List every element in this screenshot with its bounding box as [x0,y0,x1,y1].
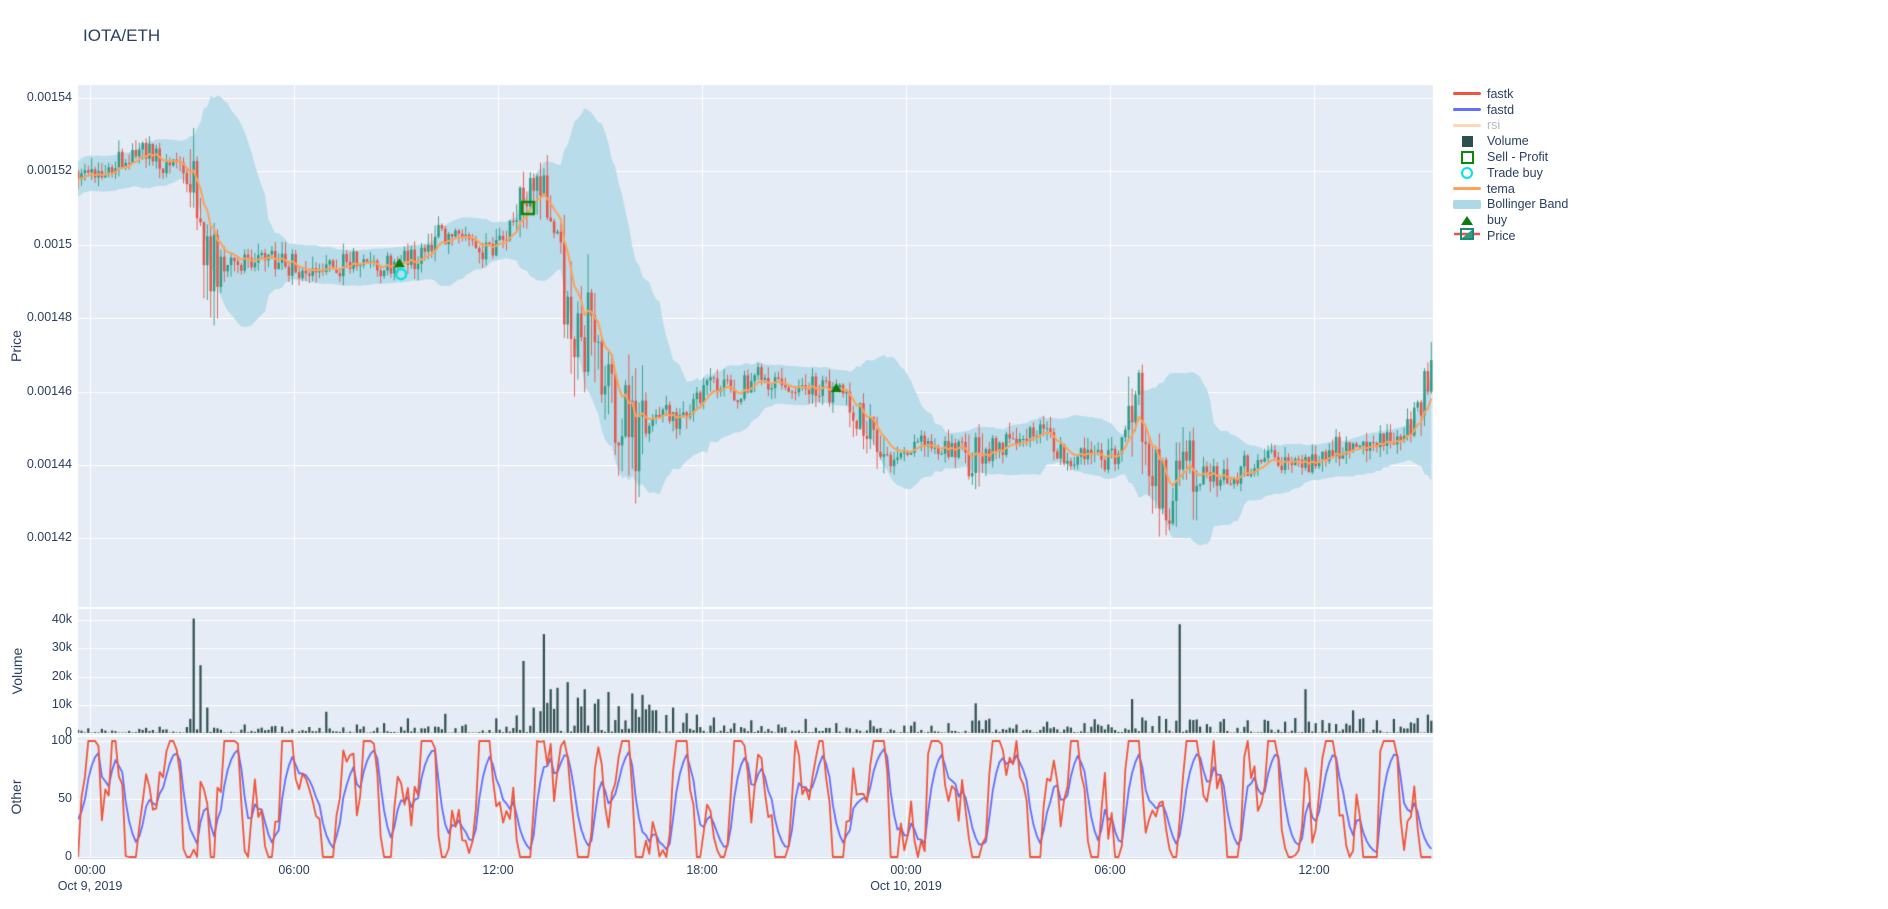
volume-tick-label: 0 [65,725,72,739]
volume-tick-label: 40k [51,612,72,626]
x-tick-label: 12:00 [1298,863,1330,877]
legend-item-label: Volume [1487,134,1529,149]
legend-item-label: fastd [1487,102,1515,117]
other-tick-label: 0 [65,849,72,863]
legend-item-label: fastk [1487,86,1514,101]
legend-item-tema[interactable]: tema [1452,181,1652,197]
legend-item-price[interactable]: Price [1452,227,1652,246]
legend-item-label: Trade buy [1487,165,1543,180]
x-tick-label: 00:00 [74,863,106,877]
x-tick-label: 12:00 [482,863,514,877]
line-legend-icon [1452,123,1482,127]
legend-item-buy[interactable]: buy [1452,212,1652,228]
x-tick-label: 06:00 [1094,863,1126,877]
legend-item-sell-profit[interactable]: Sell - Profit [1452,149,1652,165]
chart-title: IOTA/ETH [83,26,161,45]
other-tick-label: 50 [58,791,72,805]
x-tick-label: 00:00 [890,863,922,877]
legend-item-trade-buy[interactable]: Trade buy [1452,165,1652,181]
legend-item-rsi[interactable]: rsi [1452,118,1652,134]
price-tick-label: 0.0015 [33,236,72,251]
legend-item-label: Price [1487,229,1516,244]
square-legend-icon [1452,135,1482,147]
volume-tick-label: 10k [51,696,72,711]
circle-open-legend-icon [1452,166,1482,179]
price-tick-label: 0.00142 [26,530,72,545]
price-tick-label: 0.00148 [26,310,72,325]
x-tick-label: 06:00 [278,863,310,877]
legend: fastk fastd rsi Volume Sell - Profit Trade bu… [1452,86,1652,244]
legend-item-label: buy [1487,213,1508,228]
legend-item-fastk[interactable]: fastk [1452,86,1652,102]
legend-item-bollinger-band[interactable]: Bollinger Band [1452,197,1652,213]
line-legend-icon [1452,108,1482,112]
price-tick-label: 0.00146 [26,383,72,398]
legend-item-label: Sell - Profit [1487,150,1549,165]
line-legend-icon [1452,92,1482,96]
triangle-legend-icon [1452,215,1482,225]
x-tick-label: 18:00 [686,863,718,877]
band-legend-icon [1452,199,1482,209]
candle-legend-icon [1452,227,1482,246]
legend-item-label: Bollinger Band [1487,197,1569,212]
x-date-label: Oct 9, 2019 [57,879,123,893]
volume-tick-label: 20k [51,668,72,683]
other-tick-label: 100 [51,733,72,747]
volume-tick-label: 30k [51,640,72,655]
legend-item-label: tema [1487,181,1515,196]
square-open-legend-icon [1452,150,1482,164]
legend-item-label: rsi [1487,118,1501,133]
price-tick-label: 0.00154 [26,90,72,104]
legend-item-fastd[interactable]: fastd [1452,102,1652,118]
x-date-label: Oct 10, 2019 [870,879,942,893]
price-axis-title: Price [8,330,24,362]
legend-item-volume[interactable]: Volume [1452,133,1652,149]
price-tick-label: 0.00152 [26,163,72,178]
price-tick-label: 0.00144 [26,457,72,471]
line-legend-icon [1452,187,1482,191]
